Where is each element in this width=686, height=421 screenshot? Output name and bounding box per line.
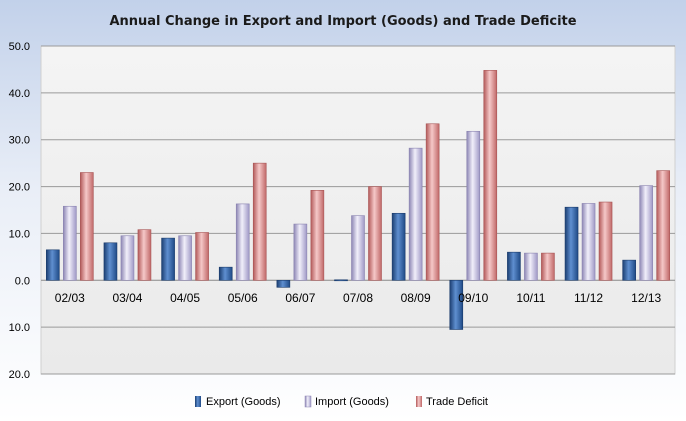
bar-import [581, 203, 596, 281]
bar-import [351, 215, 365, 281]
bar-export [334, 279, 348, 282]
bar-trade-deficit [598, 201, 613, 281]
bar-trade-deficit [541, 252, 555, 281]
legend-item-import: Import (Goods) [304, 395, 389, 408]
category-labels: 02/03 03/04 04/05 05/06 06/07 07/08 08/09 09/10… [55, 291, 662, 305]
bar-trade-deficit [137, 229, 152, 281]
bar-export [564, 206, 579, 281]
category-label: 06/07 [285, 291, 315, 305]
category-label: 07/08 [343, 291, 373, 305]
y-tick-label: 10.0 [9, 322, 30, 334]
bar-trade-deficit [483, 70, 498, 281]
y-tick-label: 20.0 [9, 369, 30, 381]
bar-export [449, 279, 464, 330]
y-tick-label: 40.0 [9, 88, 30, 100]
bar-export [276, 279, 291, 288]
legend: Export (Goods) Import (Goods) Trade Defi… [195, 395, 488, 408]
legend-label-import: Import (Goods) [315, 396, 389, 408]
bar-import [408, 147, 423, 281]
category-label: 09/10 [458, 291, 488, 305]
legend-swatch-import [304, 395, 312, 408]
chart-title: Annual Change in Export and Import (Good… [109, 14, 576, 29]
bar-import [63, 205, 77, 281]
bar-export [103, 242, 118, 281]
bar-import [235, 203, 250, 281]
y-tick-label: 20.0 [9, 182, 30, 194]
bar-trade-deficit [656, 170, 670, 281]
bar-import [639, 185, 653, 281]
y-tick-label: 0.0 [15, 275, 30, 287]
bar-import [293, 223, 308, 281]
plot-area [40, 45, 676, 375]
category-label: 10/11 [516, 291, 545, 305]
legend-item-trade-deficit: Trade Deficit [416, 396, 488, 408]
legend-swatch-trade-deficit [416, 396, 422, 407]
bar-trade-deficit [252, 162, 267, 281]
legend-label-trade-deficit: Trade Deficit [426, 396, 488, 408]
category-label: 03/04 [112, 291, 142, 305]
category-label: 05/06 [228, 291, 258, 305]
category-label: 08/09 [401, 291, 431, 305]
legend-label-export: Export (Goods) [206, 396, 281, 408]
bar-export [391, 212, 406, 281]
y-tick-label: 50.0 [9, 41, 30, 53]
category-label: 02/03 [55, 291, 85, 305]
bar-import [524, 252, 538, 281]
bar-trade-deficit [368, 186, 382, 281]
y-tick-label: 10.0 [9, 228, 30, 240]
bar-trade-deficit [80, 172, 94, 281]
bar-export [161, 237, 175, 281]
bar-trade-deficit [425, 123, 440, 281]
bars [46, 70, 670, 330]
bar-export [622, 259, 636, 281]
bar-import [466, 130, 481, 281]
bar-export [46, 249, 60, 281]
bar-import [120, 235, 135, 281]
bar-import [178, 235, 192, 281]
bar-trade-deficit [310, 190, 325, 281]
category-label: 04/05 [170, 291, 200, 305]
bar-export [218, 266, 233, 281]
category-label: 12/13 [631, 291, 661, 305]
legend-swatch-export [195, 396, 201, 407]
category-label: 11/12 [574, 291, 603, 305]
bar-trade-deficit [195, 232, 209, 281]
y-tick-label: 30.0 [9, 135, 30, 147]
y-axis-ticks: 50.0 40.0 30.0 20.0 10.0 0.0 10.0 20.0 [9, 41, 30, 381]
bar-export [507, 251, 521, 281]
legend-item-export: Export (Goods) [195, 396, 281, 408]
